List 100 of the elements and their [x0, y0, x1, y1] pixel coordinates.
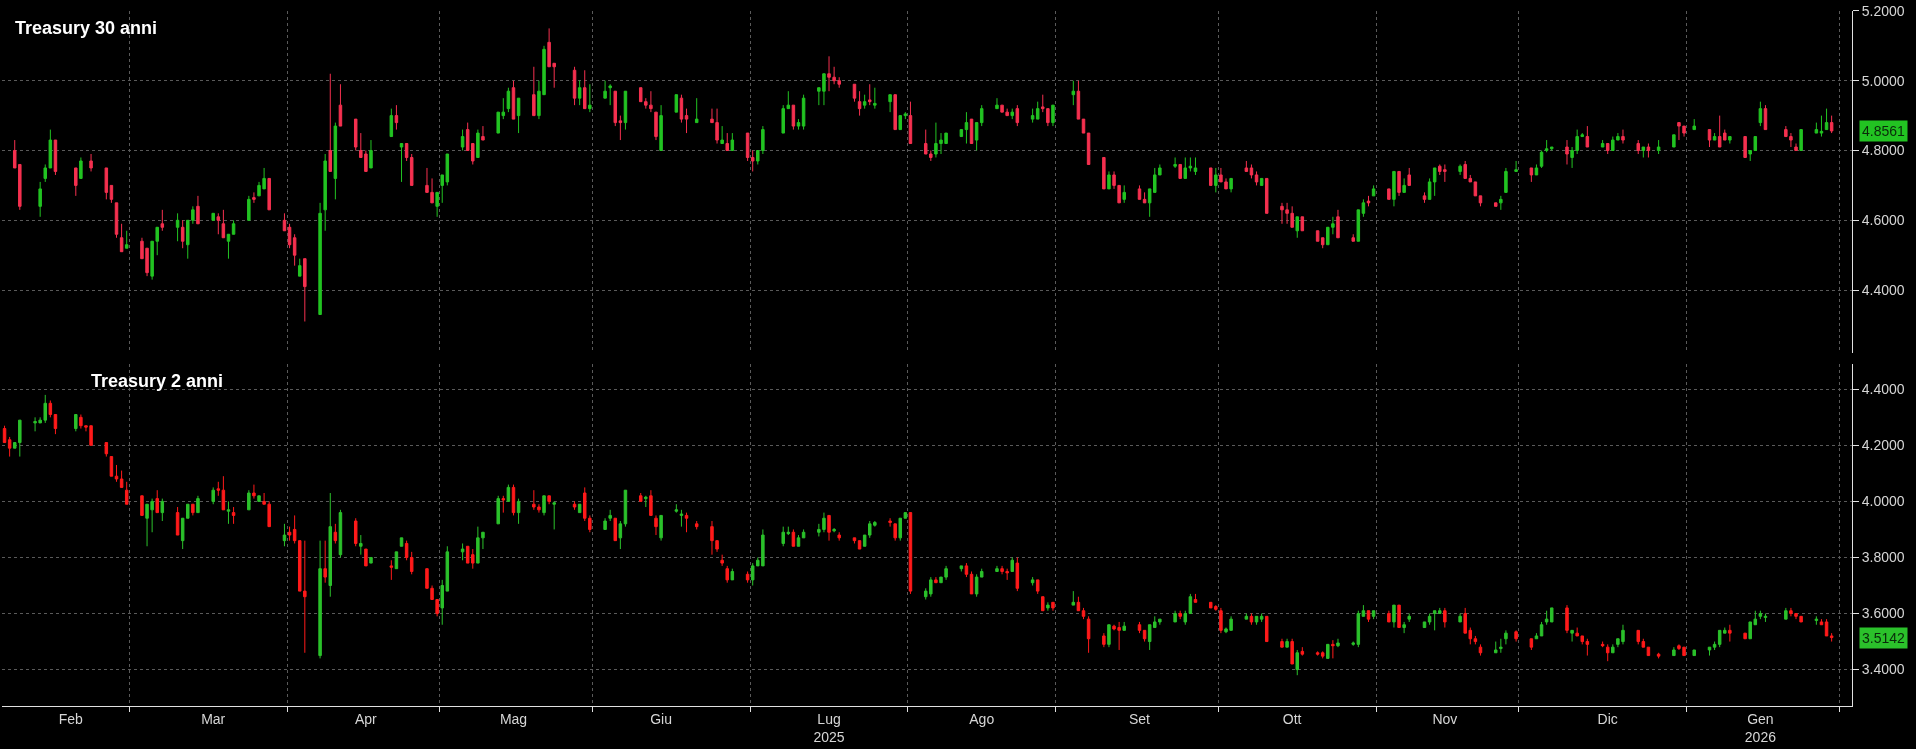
- candlestick: [1529, 167, 1534, 183]
- candlestick: [679, 94, 684, 124]
- candlestick: [1493, 641, 1498, 654]
- candlestick: [1142, 191, 1147, 204]
- candlestick: [231, 219, 236, 235]
- candlestick: [959, 129, 964, 138]
- x-tick-label: Ago: [969, 710, 995, 727]
- candlestick: [1641, 146, 1646, 158]
- candlestick: [297, 258, 302, 277]
- candlestick: [328, 492, 333, 598]
- candlestick: [1387, 188, 1391, 200]
- candlestick: [1300, 646, 1305, 657]
- candlestick: [1478, 643, 1483, 657]
- candlestick: [257, 495, 261, 502]
- candlestick: [1371, 610, 1376, 620]
- candlestick: [959, 565, 964, 572]
- chart-title: Treasury 30 anni: [15, 18, 158, 38]
- candlestick: [353, 118, 358, 152]
- candlestick: [303, 258, 307, 322]
- candlestick: [399, 537, 404, 547]
- candlestick: [1387, 610, 1391, 623]
- candlestick: [582, 69, 587, 110]
- candlestick: [1585, 125, 1590, 148]
- candlestick: [1356, 209, 1361, 242]
- candlestick: [247, 195, 251, 221]
- candlestick: [1264, 615, 1269, 643]
- candlestick: [252, 191, 256, 204]
- candlestick: [501, 495, 506, 514]
- candlestick: [1336, 638, 1340, 648]
- chart-title: Treasury 2 anni: [91, 371, 224, 391]
- x-tick-label: Set: [1128, 710, 1151, 727]
- candlestick: [1427, 177, 1432, 200]
- candlestick: [476, 129, 480, 158]
- candlestick: [1549, 607, 1554, 623]
- x-tick-label: Mar: [201, 710, 226, 727]
- candlestick: [119, 470, 124, 488]
- candlestick: [1015, 556, 1020, 592]
- candlestick: [1605, 143, 1610, 155]
- candlestick: [674, 503, 679, 514]
- candlestick: [1819, 618, 1824, 626]
- candlestick: [1320, 650, 1325, 659]
- candlestick: [1366, 610, 1371, 623]
- candlestick: [1076, 80, 1081, 120]
- candlestick: [1829, 632, 1834, 643]
- x-tick-label: Lug 2025: [813, 710, 845, 746]
- candlestick: [547, 495, 551, 505]
- candlestick: [1102, 632, 1106, 648]
- candlestick: [1264, 177, 1269, 214]
- candlestick: [1422, 191, 1427, 204]
- candlestick: [1371, 184, 1376, 197]
- candlestick: [1259, 613, 1264, 623]
- candlestick: [160, 498, 165, 522]
- x-tick-label: Apr: [354, 710, 378, 727]
- candlestick: [659, 104, 663, 152]
- candlestick: [1743, 136, 1747, 158]
- x-tick-label: Gen 2026: [1744, 710, 1777, 746]
- candlestick: [1605, 643, 1610, 662]
- candlestick: [908, 101, 913, 145]
- candlestick: [1565, 139, 1569, 165]
- candlestick: [481, 125, 485, 141]
- candlestick: [730, 568, 735, 581]
- candlestick: [1621, 129, 1625, 145]
- candlestick: [511, 80, 516, 120]
- candlestick: [893, 94, 897, 131]
- candlestick: [649, 489, 653, 516]
- candlestick: [552, 500, 556, 530]
- candlestick: [252, 484, 256, 500]
- candlestick: [175, 506, 180, 536]
- candlestick: [1010, 556, 1014, 572]
- candlestick: [287, 526, 292, 542]
- candlestick: [74, 167, 78, 197]
- candlestick: [124, 481, 129, 505]
- candlestick: [588, 83, 592, 113]
- candlestick: [38, 181, 42, 218]
- candlestick: [1122, 621, 1126, 631]
- candlestick: [216, 212, 221, 235]
- candlestick: [1458, 163, 1462, 176]
- candlestick: [1443, 607, 1447, 629]
- candlestick: [353, 517, 358, 547]
- candlestick: [1351, 233, 1355, 242]
- candlestick: [1331, 639, 1335, 659]
- candlestick: [577, 80, 582, 106]
- candlestick: [226, 233, 231, 260]
- candlestick: [1046, 601, 1050, 612]
- candlestick: [1178, 610, 1182, 620]
- candlestick: [674, 94, 679, 113]
- candlestick: [1646, 143, 1651, 158]
- candlestick: [191, 503, 195, 516]
- candlestick: [1173, 156, 1177, 169]
- candlestick: [873, 87, 877, 110]
- candlestick: [837, 531, 841, 542]
- candlestick: [1814, 122, 1819, 134]
- candlestick: [1015, 104, 1020, 127]
- candlestick: [893, 523, 897, 542]
- y-tick-label: 5.2000: [1861, 2, 1905, 19]
- candlestick: [1422, 621, 1427, 629]
- candlestick: [496, 495, 500, 525]
- candlestick: [1107, 170, 1111, 190]
- candlestick: [196, 495, 200, 514]
- candlestick: [1081, 607, 1086, 620]
